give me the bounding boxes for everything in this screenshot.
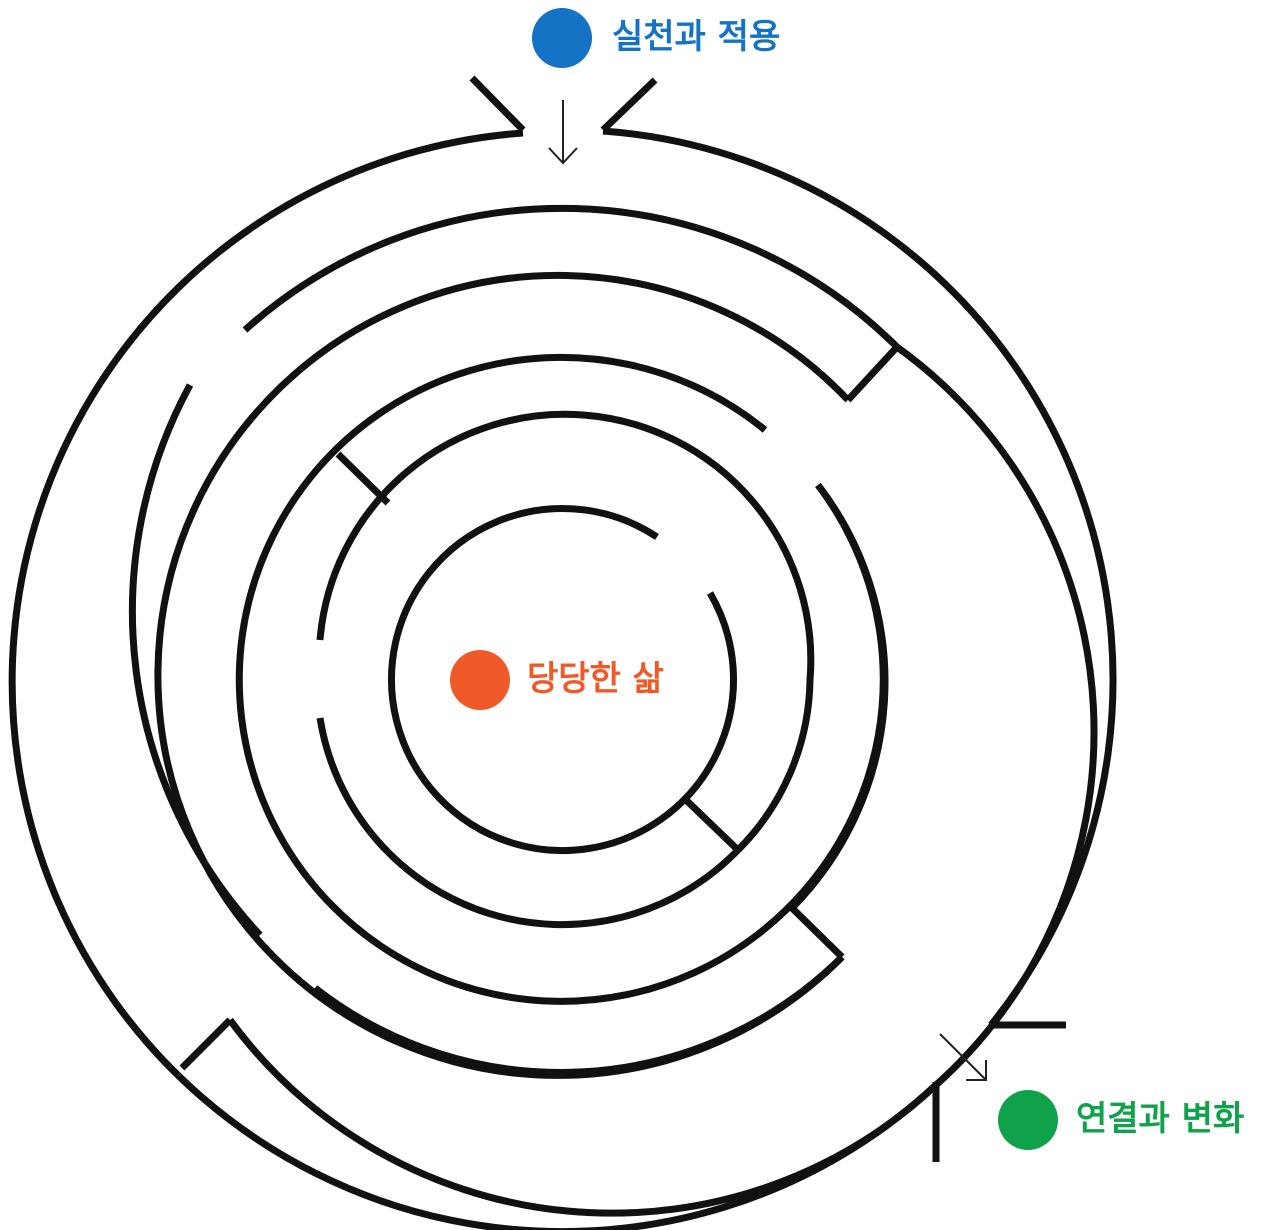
center-marker-dot	[450, 650, 510, 710]
maze-ring-1	[8, 129, 939, 1230]
entrance-arrow-icon	[548, 100, 578, 165]
exit-arrow-icon	[939, 1033, 987, 1081]
maze-connector-nw	[335, 451, 391, 506]
maze-ring-2a	[242, 204, 900, 350]
maze-ring-6	[388, 505, 737, 855]
exit-label: 연결과 변화	[1076, 1099, 1245, 1139]
maze-ring-1-right	[602, 127, 1117, 1028]
maze-ring-2b	[894, 344, 1098, 1088]
entrance-marker-dot	[532, 8, 592, 68]
maze-ring-5a	[316, 410, 815, 853]
maze-ring-5b	[316, 717, 741, 929]
maze-connector-ne	[845, 344, 900, 403]
maze-ring-4b	[789, 482, 889, 911]
maze-ring-3b	[312, 954, 845, 1076]
maze-connector-inner-se	[683, 797, 741, 853]
entrance-funnel-left	[469, 75, 526, 133]
maze-connector-sw	[179, 1017, 233, 1071]
entrance-funnel-right	[600, 77, 658, 133]
maze-ring-2d	[227, 1017, 939, 1217]
exit-marker-dot	[998, 1090, 1058, 1150]
center-label: 당당한 삶	[527, 659, 664, 699]
entrance-label: 실천과 적용	[612, 17, 781, 57]
maze-connector-se	[789, 905, 845, 960]
